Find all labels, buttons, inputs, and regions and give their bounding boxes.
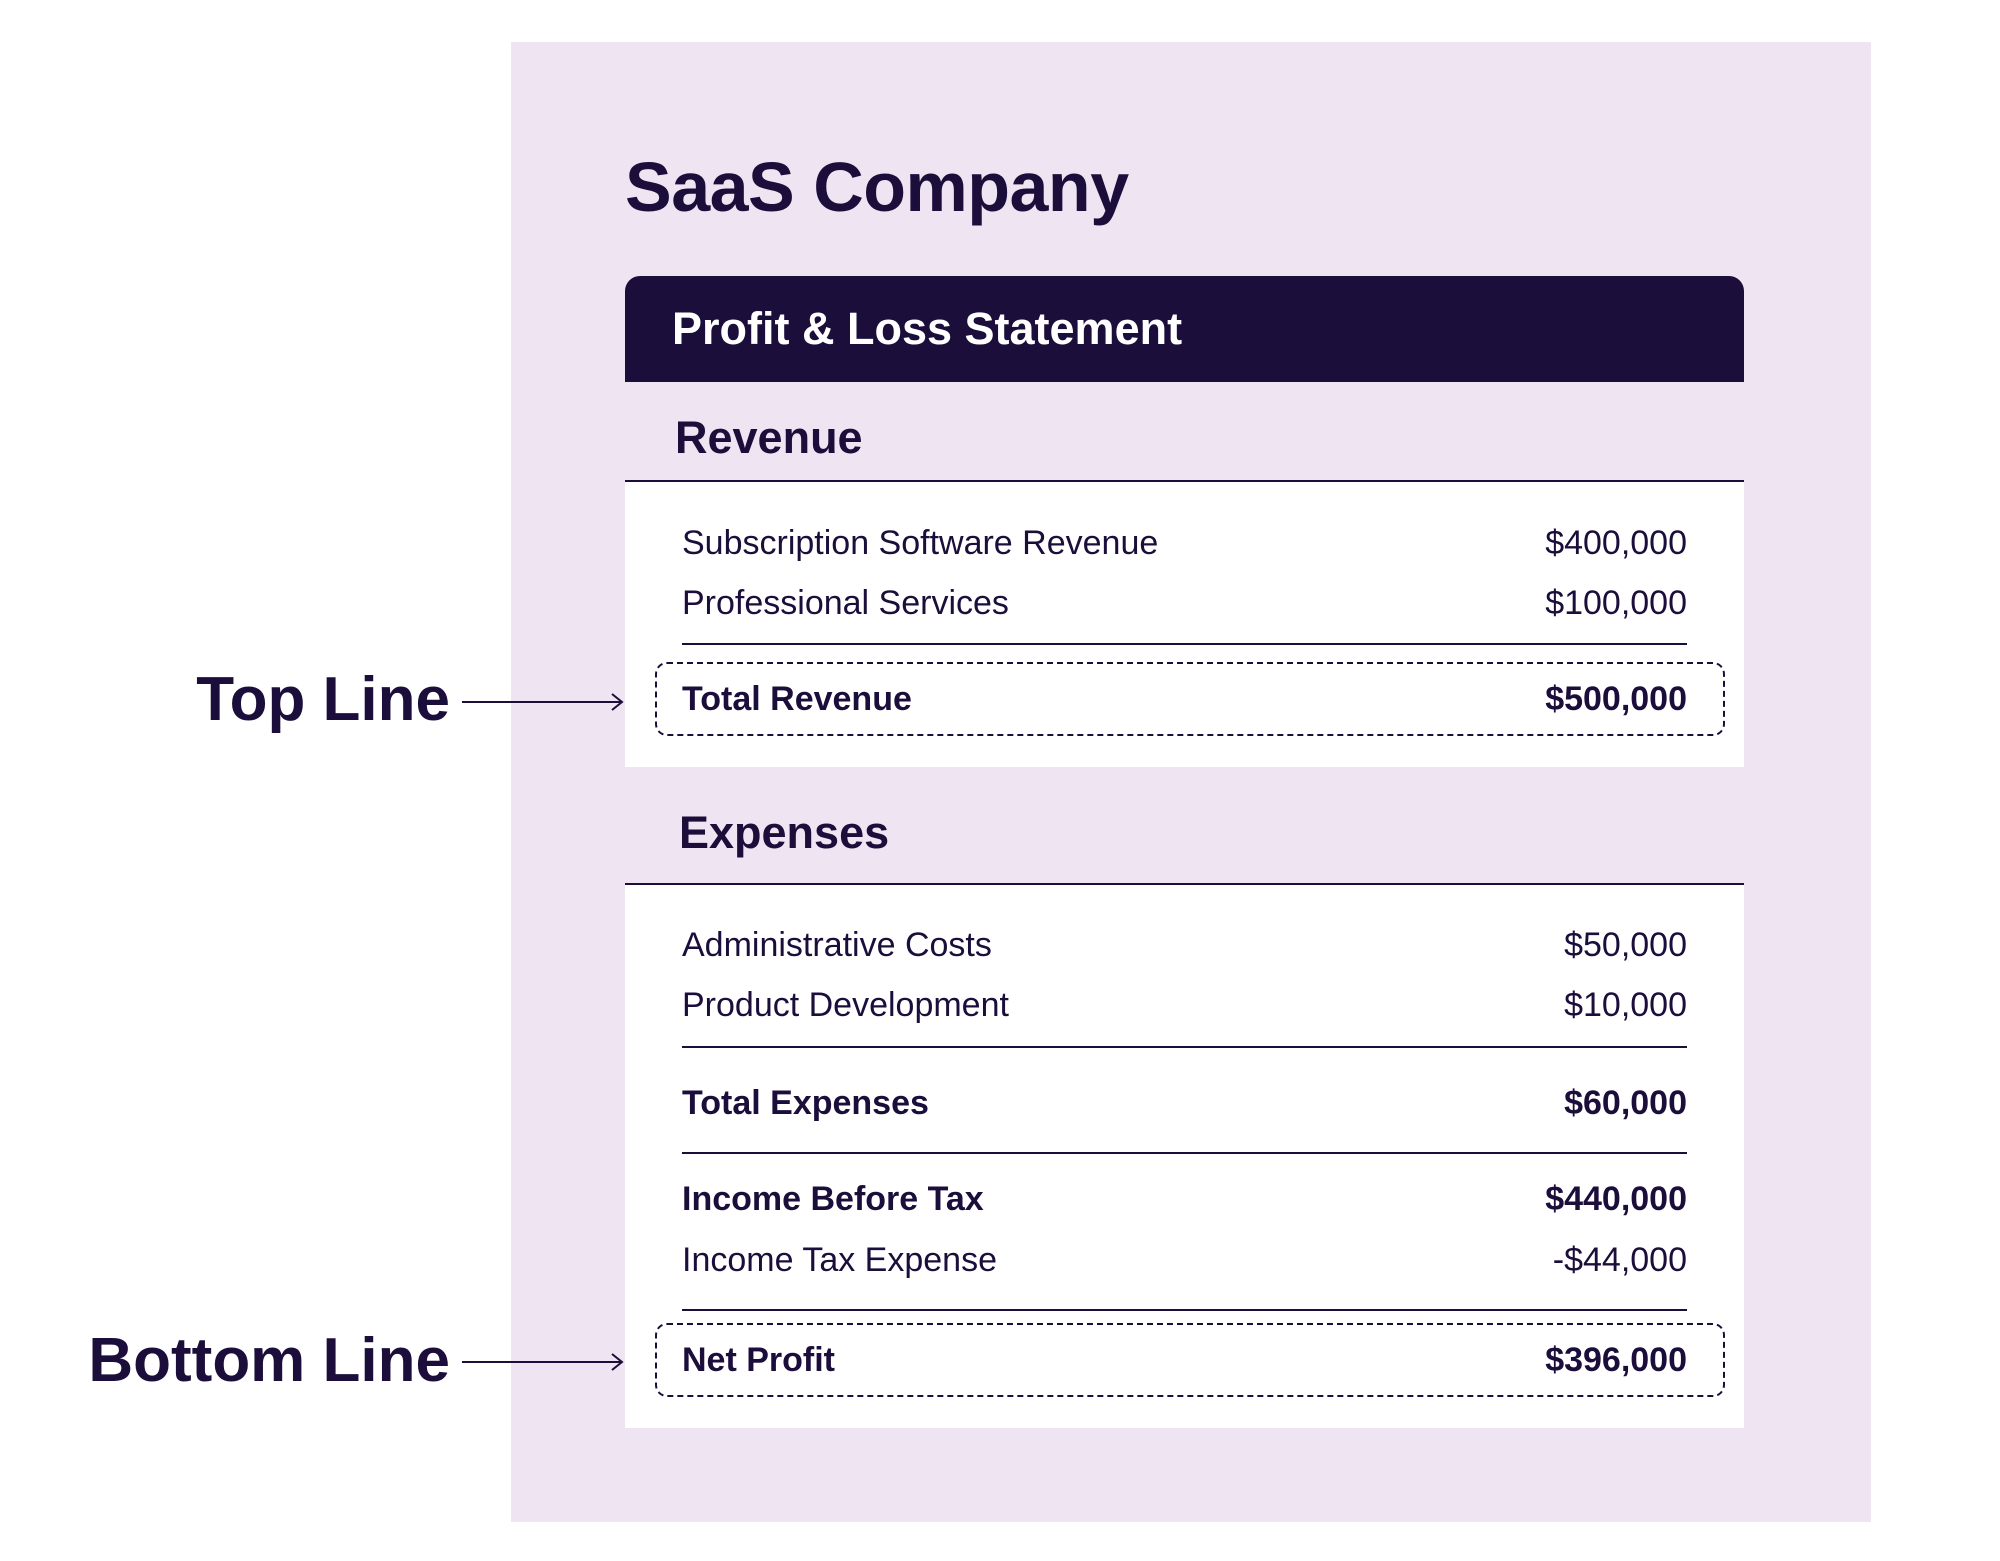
- total-expenses-label: Total Expenses: [682, 1083, 929, 1122]
- income-before-tax-row: Income Before Tax $440,000: [682, 1174, 1687, 1224]
- expenses-section-title: Expenses: [679, 807, 890, 858]
- expense-row-label: Administrative Costs: [682, 925, 992, 964]
- expense-row-value: $50,000: [1564, 925, 1687, 964]
- income-tax-row: Income Tax Expense -$44,000: [682, 1235, 1687, 1285]
- statement-header: Profit & Loss Statement: [625, 276, 1744, 382]
- total-revenue-row: Total Revenue $500,000: [682, 674, 1687, 724]
- total-expenses-row: Total Expenses $60,000: [682, 1078, 1687, 1128]
- expenses-card: [625, 885, 1744, 1428]
- expense-row: Administrative Costs $50,000: [682, 920, 1687, 970]
- revenue-section-title: Revenue: [675, 412, 863, 463]
- expense-row-label: Product Development: [682, 985, 1009, 1024]
- expenses-total-rule: [682, 1152, 1687, 1154]
- expense-row-value: $10,000: [1564, 985, 1687, 1024]
- net-profit-value: $396,000: [1545, 1340, 1687, 1379]
- net-profit-label: Net Profit: [682, 1340, 835, 1379]
- revenue-row-label: Subscription Software Revenue: [682, 523, 1159, 562]
- company-title: SaaS Company: [625, 148, 1129, 226]
- top-line-arrow-icon: [462, 693, 624, 711]
- income-tax-value: -$44,000: [1552, 1240, 1687, 1279]
- top-line-highlight: [655, 662, 1725, 736]
- revenue-card: [625, 482, 1744, 767]
- expense-row: Product Development $10,000: [682, 980, 1687, 1030]
- total-expenses-value: $60,000: [1564, 1083, 1687, 1122]
- revenue-row: Professional Services $100,000: [682, 578, 1687, 628]
- expenses-subtotal-rule: [682, 1046, 1687, 1048]
- top-line-callout: Top Line: [196, 665, 450, 734]
- bottom-line-highlight: [655, 1323, 1725, 1397]
- statement-title: Profit & Loss Statement: [672, 303, 1183, 354]
- net-profit-row: Net Profit $396,000: [682, 1335, 1687, 1385]
- income-tax-label: Income Tax Expense: [682, 1240, 997, 1279]
- income-before-tax-value: $440,000: [1545, 1179, 1687, 1218]
- income-before-tax-label: Income Before Tax: [682, 1179, 984, 1218]
- bottom-line-arrow-icon: [462, 1353, 624, 1371]
- net-profit-rule: [682, 1309, 1687, 1311]
- bottom-line-callout: Bottom Line: [88, 1326, 450, 1395]
- revenue-row-value: $400,000: [1545, 523, 1687, 562]
- revenue-divider: [625, 480, 1744, 482]
- revenue-row: Subscription Software Revenue $400,000: [682, 518, 1687, 568]
- total-revenue-label: Total Revenue: [682, 679, 912, 718]
- expenses-divider: [625, 883, 1744, 885]
- revenue-row-label: Professional Services: [682, 583, 1009, 622]
- total-revenue-value: $500,000: [1545, 679, 1687, 718]
- revenue-subtotal-rule: [682, 643, 1687, 645]
- revenue-row-value: $100,000: [1545, 583, 1687, 622]
